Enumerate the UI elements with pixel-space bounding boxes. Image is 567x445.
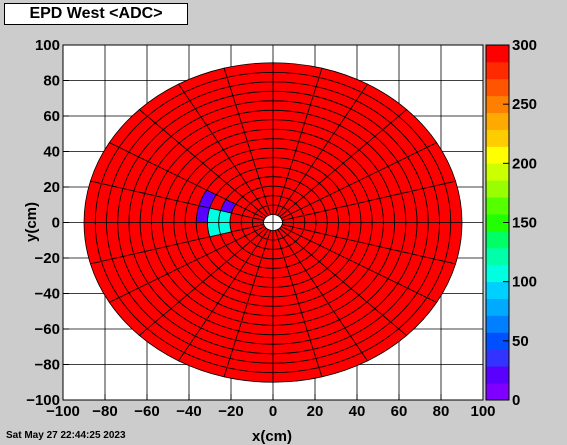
palette-swatch (486, 95, 509, 114)
detector-tile (272, 176, 288, 188)
y-tick-label: 80 (43, 73, 60, 90)
z-tick-label: 250 (512, 96, 537, 113)
palette-swatch (486, 214, 509, 232)
x-tick-label: −20 (218, 403, 243, 420)
x-tick-label: −80 (92, 403, 117, 420)
y-axis-title: y(cm) (23, 202, 40, 242)
y-tick-label: 20 (43, 179, 60, 196)
palette-swatch (486, 332, 509, 350)
x-tick-label: −100 (46, 403, 80, 420)
palette-swatch (486, 112, 509, 130)
y-tick-label: −20 (35, 250, 60, 267)
palette-swatch (486, 349, 509, 367)
timestamp: Sat May 27 22:44:25 2023 (6, 430, 126, 441)
detector-tile (218, 210, 232, 223)
y-tick-label: 100 (35, 37, 60, 54)
palette-swatch (486, 383, 509, 401)
x-tick-label: −60 (134, 403, 159, 420)
y-tick-label: −40 (35, 286, 60, 303)
palette-swatch (486, 180, 509, 198)
z-tick-label: 0 (512, 392, 520, 409)
x-tick-label: 40 (349, 403, 366, 420)
detector-tiles (83, 62, 463, 383)
palette-swatch (486, 264, 509, 283)
axis-ticks: −100 −80 −60 −40 −20 0 20 40 60 80 100 −100 −80 −60 −4… (26, 37, 495, 420)
palette-swatch (486, 298, 509, 316)
x-tick-label: 20 (307, 403, 324, 420)
palette-swatch (486, 230, 509, 249)
x-tick-label: 60 (391, 403, 408, 420)
x-tick-label: −40 (176, 403, 201, 420)
detector-tile (314, 222, 328, 235)
palette-swatch (486, 163, 509, 181)
z-tick-label: 50 (512, 333, 529, 350)
x-tick-label: 80 (433, 403, 450, 420)
palette-swatch (486, 315, 509, 333)
x-tick-label: 0 (269, 403, 277, 420)
z-tick-label: 300 (512, 37, 537, 54)
palette-swatch (486, 281, 509, 299)
palette-swatch (486, 197, 509, 215)
palette-swatch (486, 129, 509, 147)
y-tick-label: 60 (43, 108, 60, 125)
palette-swatch (486, 247, 509, 266)
z-tick-label: 150 (512, 215, 537, 232)
palette-swatch (486, 146, 509, 164)
chart-title: EPD West <ADC> (4, 3, 188, 25)
palette-swatch (486, 45, 509, 63)
x-tick-label: 100 (470, 403, 495, 420)
detector-tile (258, 257, 274, 269)
detector-tile (444, 222, 463, 265)
y-tick-label: −80 (35, 357, 60, 374)
y-tick-label: −100 (26, 392, 60, 409)
palette-swatch (486, 366, 509, 384)
y-tick-label: 40 (43, 144, 60, 161)
y-tick-label: −60 (35, 321, 60, 338)
palette-swatch (486, 61, 509, 80)
x-axis-title: x(cm) (252, 428, 292, 445)
y-tick-label: 0 (52, 215, 60, 232)
color-palette: 0 50 100 150 200 250 300 (485, 37, 537, 409)
z-tick-label: 200 (512, 155, 537, 172)
palette-swatch (486, 78, 509, 97)
z-tick-label: 100 (512, 274, 537, 291)
